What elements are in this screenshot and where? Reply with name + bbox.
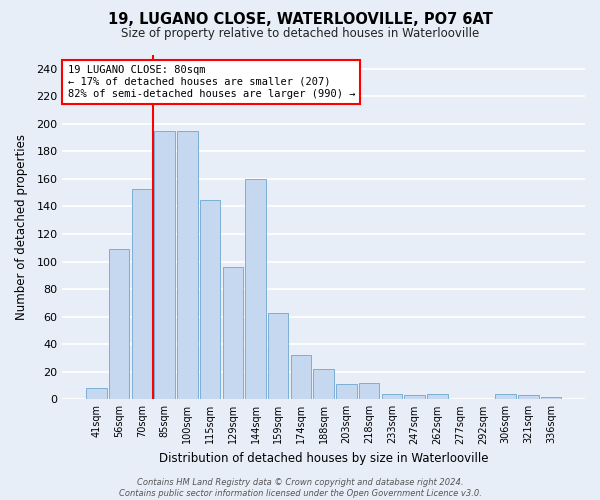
Bar	[200, 200, 220, 400]
Bar	[518, 395, 539, 400]
Bar	[86, 388, 107, 400]
Bar	[404, 395, 425, 400]
Y-axis label: Number of detached properties: Number of detached properties	[15, 134, 28, 320]
Bar	[154, 130, 175, 400]
Bar	[268, 312, 289, 400]
Bar	[131, 188, 152, 400]
Text: 19 LUGANO CLOSE: 80sqm
← 17% of detached houses are smaller (207)
82% of semi-de: 19 LUGANO CLOSE: 80sqm ← 17% of detached…	[68, 66, 355, 98]
Bar	[109, 249, 130, 400]
Text: 19, LUGANO CLOSE, WATERLOOVILLE, PO7 6AT: 19, LUGANO CLOSE, WATERLOOVILLE, PO7 6AT	[107, 12, 493, 28]
Bar	[177, 130, 197, 400]
Bar	[496, 394, 516, 400]
Bar	[291, 355, 311, 400]
Bar	[541, 396, 561, 400]
Bar	[382, 394, 402, 400]
Bar	[245, 179, 266, 400]
Bar	[427, 394, 448, 400]
Bar	[336, 384, 356, 400]
Text: Size of property relative to detached houses in Waterlooville: Size of property relative to detached ho…	[121, 28, 479, 40]
Text: Contains HM Land Registry data © Crown copyright and database right 2024.
Contai: Contains HM Land Registry data © Crown c…	[119, 478, 481, 498]
Bar	[223, 267, 243, 400]
X-axis label: Distribution of detached houses by size in Waterlooville: Distribution of detached houses by size …	[159, 452, 488, 465]
Bar	[313, 369, 334, 400]
Bar	[359, 383, 379, 400]
